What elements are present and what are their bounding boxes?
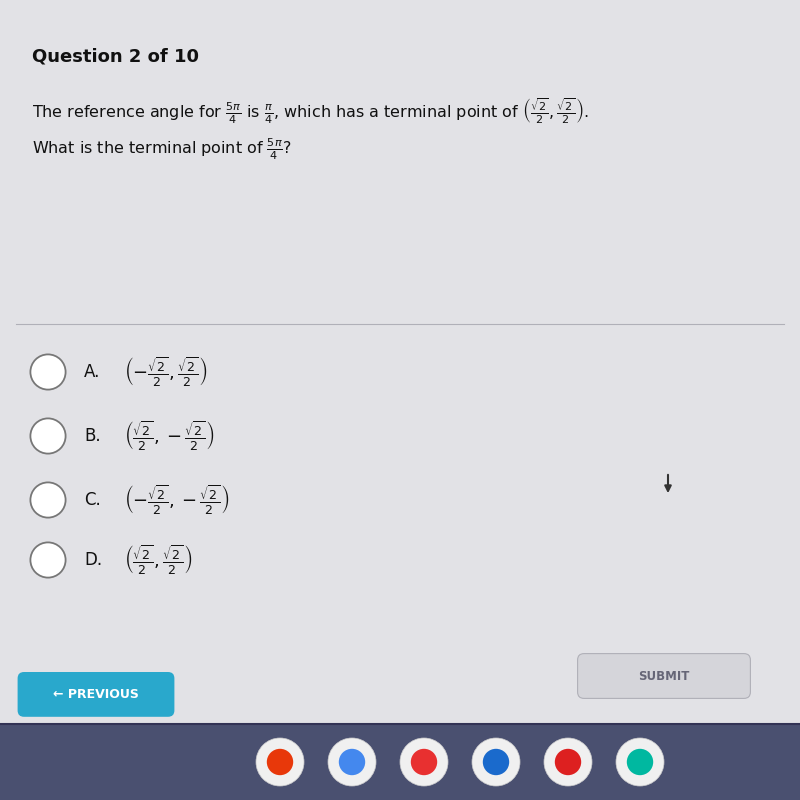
FancyBboxPatch shape <box>18 672 174 717</box>
Text: ← PREVIOUS: ← PREVIOUS <box>53 688 139 701</box>
Text: The reference angle for $\frac{5\pi}{4}$ is $\frac{\pi}{4}$, which has a termina: The reference angle for $\frac{5\pi}{4}$… <box>32 96 589 126</box>
Text: $\left(-\frac{\sqrt{2}}{2}, -\frac{\sqrt{2}}{2}\right)$: $\left(-\frac{\sqrt{2}}{2}, -\frac{\sqrt… <box>124 483 230 517</box>
Circle shape <box>339 749 365 775</box>
Circle shape <box>267 749 293 775</box>
Circle shape <box>256 738 304 786</box>
Text: C.: C. <box>84 491 101 509</box>
FancyBboxPatch shape <box>578 654 750 698</box>
Circle shape <box>30 354 66 390</box>
FancyBboxPatch shape <box>0 0 800 724</box>
FancyBboxPatch shape <box>0 724 800 800</box>
Text: $\left(-\frac{\sqrt{2}}{2}, \frac{\sqrt{2}}{2}\right)$: $\left(-\frac{\sqrt{2}}{2}, \frac{\sqrt{… <box>124 355 208 389</box>
Circle shape <box>411 749 438 775</box>
Circle shape <box>30 482 66 518</box>
Text: $\left(\frac{\sqrt{2}}{2}, -\frac{\sqrt{2}}{2}\right)$: $\left(\frac{\sqrt{2}}{2}, -\frac{\sqrt{… <box>124 419 214 453</box>
Text: B.: B. <box>84 427 101 445</box>
Circle shape <box>544 738 592 786</box>
Circle shape <box>30 542 66 578</box>
Circle shape <box>328 738 376 786</box>
Text: What is the terminal point of $\frac{5\pi}{4}$?: What is the terminal point of $\frac{5\p… <box>32 136 292 162</box>
Text: $\left(\frac{\sqrt{2}}{2}, \frac{\sqrt{2}}{2}\right)$: $\left(\frac{\sqrt{2}}{2}, \frac{\sqrt{2… <box>124 543 193 577</box>
Text: D.: D. <box>84 551 102 569</box>
Circle shape <box>616 738 664 786</box>
Circle shape <box>555 749 581 775</box>
Circle shape <box>627 749 654 775</box>
Text: Question 2 of 10: Question 2 of 10 <box>32 48 199 66</box>
Circle shape <box>30 418 66 454</box>
Circle shape <box>400 738 448 786</box>
Circle shape <box>483 749 510 775</box>
Circle shape <box>472 738 520 786</box>
Text: A.: A. <box>84 363 100 381</box>
Text: SUBMIT: SUBMIT <box>638 670 690 682</box>
